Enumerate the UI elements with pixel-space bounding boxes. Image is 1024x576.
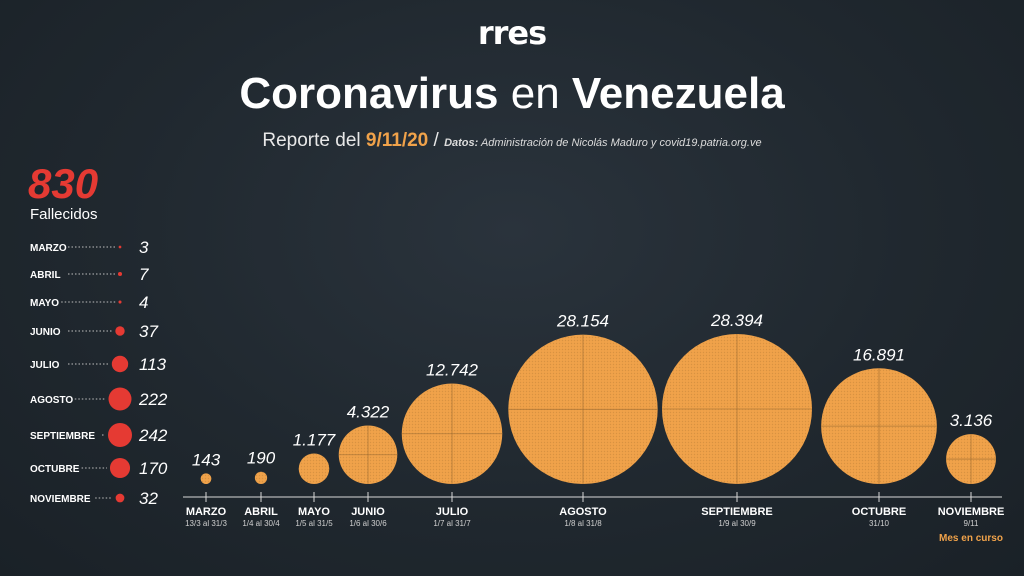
deaths-value: 113 [139,355,167,374]
x-range-label: 1/9 al 30/9 [718,519,756,528]
page-title: Coronavirus en Venezuela [0,68,1024,120]
deaths-month-label: NOVIEMBRE [30,494,91,505]
deaths-month-label: MARZO [30,243,67,254]
bubble-value-label: 28.154 [556,312,609,331]
deaths-month-label: JUNIO [30,327,61,338]
deaths-value: 32 [139,489,158,508]
data-source-label: Datos: [444,137,479,149]
deaths-month-label: AGOSTO [30,395,73,406]
deaths-dot [108,387,132,411]
deaths-value: 37 [139,322,158,341]
deaths-month-label: JULIO [30,360,60,371]
deaths-total: 830 [28,160,99,207]
bubble-value-label: 1.177 [293,430,336,449]
deaths-dot [115,493,125,503]
x-range-label: 9/11 [964,519,980,528]
deaths-month-label: MAYO [30,298,59,309]
data-source-text: Administración de Nicolás Maduro y covid… [478,137,762,149]
x-tick-label: AGOSTO [559,506,607,518]
x-range-label: 31/10 [869,519,890,528]
deaths-value: 222 [138,390,168,409]
bubble-value-label: 3.136 [950,411,993,430]
report-separator: / [428,130,445,151]
x-range-label: 1/8 al 31/8 [564,519,602,528]
x-tick-label: ABRIL [244,506,278,518]
deaths-dot [118,300,122,304]
report-prefix: Reporte del [262,130,366,151]
deaths-dot [117,271,123,277]
bubble-value-label: 143 [192,450,221,469]
bubble-value-label: 190 [247,449,276,468]
deaths-dot [115,326,125,336]
deaths-month-label: ABRIL [30,270,61,281]
bubble-texture [298,453,330,484]
title-country: Venezuela [571,69,785,118]
deaths-month-label: SEPTIEMBRE [30,431,95,442]
deaths-list: MARZO 3 ABRIL 7 MAYO 4 JUNIO 37 JULIO 113 AGOSTO 22… [30,238,168,508]
deaths-value: 4 [139,293,148,312]
x-tick-label: NOVIEMBRE [938,506,1005,518]
deaths-value: 7 [139,265,149,284]
deaths-dot [108,423,132,447]
report-subtitle: Reporte del 9/11/20 / Datos: Administrac… [0,130,1024,152]
bubble-value-label: 28.394 [710,311,763,330]
bubble-texture [254,471,268,485]
deaths-dot [111,355,129,373]
x-range-label: 1/5 al 31/5 [295,519,333,528]
deaths-month-label: OCTUBRE [30,464,80,475]
bubble-value-label: 16.891 [853,345,905,364]
x-tick-label: MAYO [298,506,330,518]
bubble-texture [200,473,212,484]
deaths-dot [118,245,122,249]
bubble-value-label: 12.742 [426,361,479,380]
title-coronavirus: Coronavirus [239,69,499,118]
deaths-value: 170 [139,459,168,478]
x-tick-label: OCTUBRE [852,506,906,518]
deaths-value: 3 [139,238,149,257]
title-connector: en [498,69,572,118]
x-range-label: 13/3 al 31/3 [185,519,227,528]
report-date: 9/11/20 [365,130,429,151]
data-source: Datos: Administración de Nicolás Maduro … [444,137,762,149]
deaths-dot [109,457,131,479]
x-tick-label: JULIO [436,506,469,518]
deaths-total-label: Fallecidos [30,206,98,223]
x-tick-label: JUNIO [351,506,385,518]
x-tick-label: MARZO [186,506,227,518]
x-range-label: 1/7 al 31/7 [433,519,471,528]
bubble-value-label: 4.322 [347,402,390,421]
x-range-label: 1/4 al 30/4 [242,519,280,528]
x-range-label: 1/6 al 30/6 [349,519,387,528]
current-month-note: Mes en curso [939,533,1003,544]
x-tick-label: SEPTIEMBRE [701,506,773,518]
brand-logo: rres [477,14,547,52]
deaths-value: 242 [138,426,168,445]
